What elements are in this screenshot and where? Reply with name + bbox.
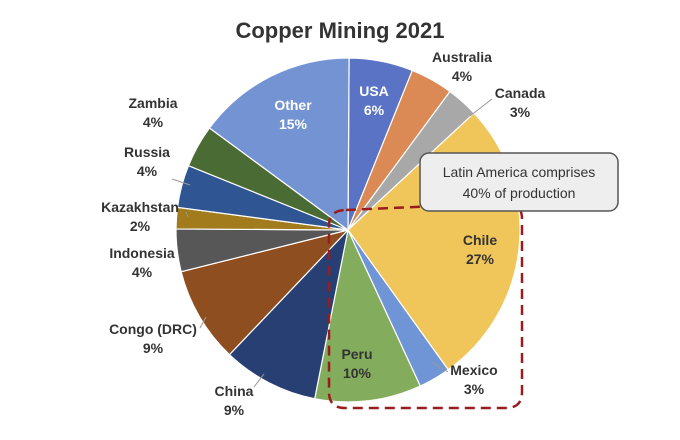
leader-line-mexico [431, 361, 449, 373]
slice-label-kazakhstan: Kazakhstan 2% [101, 199, 179, 234]
slice-label-chile: Chile 27% [463, 232, 497, 267]
leader-line-kazakhstan [185, 211, 189, 218]
leader-lines [171, 98, 493, 388]
pie-slice-peru [314, 228, 422, 403]
annotation-box [419, 152, 619, 212]
slice-label-china: China 9% [215, 383, 254, 418]
slice-label-congo-drc: Congo (DRC) 9% [109, 321, 197, 356]
leader-line-russia [171, 178, 191, 186]
slice-label-zambia: Zambia 4% [128, 95, 177, 130]
slice-label-australia: Australia 4% [432, 49, 492, 84]
chart-title: Copper Mining 2021 [235, 18, 444, 43]
leader-line-china [253, 373, 265, 388]
slice-label-mexico: Mexico 3% [450, 362, 497, 397]
slice-label-usa: USA 6% [359, 83, 389, 118]
slice-label-peru: Peru 10% [341, 346, 372, 381]
slice-label-canada: Canada 3% [495, 85, 546, 120]
slice-labels: USA 6% Australia 4%Canada 3% Chile 27% Mexico 3%… [101, 49, 545, 418]
pie-slice-congo-drc [180, 228, 350, 356]
leader-line-congo-drc [199, 316, 207, 329]
pie-slice-other [208, 57, 350, 232]
leader-line-canada [469, 98, 493, 117]
slice-label-other: Other 15% [274, 97, 312, 132]
slice-label-indonesia: Indonesia 4% [109, 245, 175, 280]
pie-slice-china [228, 228, 349, 400]
pie-slices [175, 57, 521, 403]
slice-label-russia: Russia 4% [124, 144, 170, 179]
annotation-line2: 40% of production [463, 185, 576, 201]
annotation-callout: Latin America comprises 40% of productio… [419, 152, 619, 212]
annotation-line1: Latin America comprises [443, 164, 596, 180]
